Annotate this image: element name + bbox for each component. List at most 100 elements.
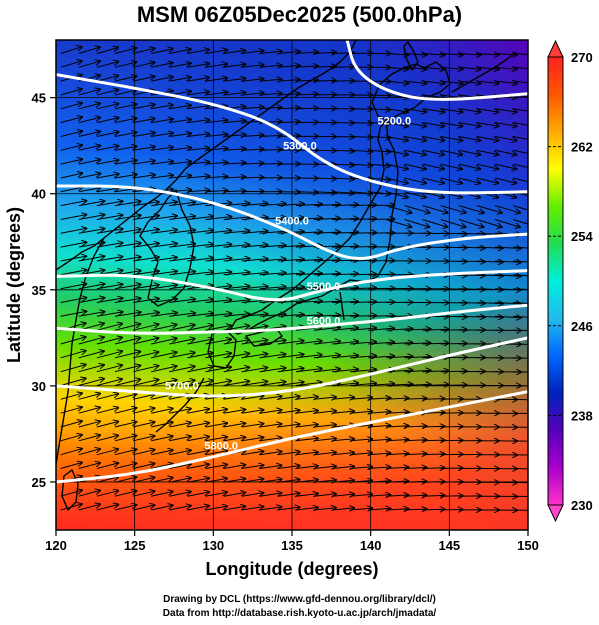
wind-arrow (133, 133, 155, 137)
wind-arrow (223, 286, 250, 289)
wind-arrow (332, 260, 358, 261)
wind-arrow (96, 146, 119, 151)
wind-arrow (96, 312, 123, 317)
wind-arrow (277, 424, 300, 427)
wind-arrow (404, 54, 427, 56)
wind-arrow (151, 505, 173, 511)
wind-arrow (422, 426, 445, 427)
wind-arrow (476, 122, 499, 127)
y-tick-label: 30 (32, 379, 46, 394)
wind-arrow (151, 285, 177, 290)
wind-arrow (295, 218, 322, 220)
wind-arrow (205, 64, 228, 68)
wind-arrow (205, 258, 232, 261)
wind-arrow (494, 163, 516, 169)
wind-arrow (259, 245, 286, 247)
wind-arrow (422, 219, 448, 228)
wind-arrow (277, 480, 300, 483)
wind-arrow (368, 219, 394, 220)
wind-arrow (96, 201, 123, 207)
wind-arrow (404, 398, 427, 399)
wind-arrow (223, 479, 246, 483)
wind-arrow (96, 257, 123, 262)
height-contour (56, 184, 528, 261)
x-tick-label: 120 (45, 538, 67, 553)
wind-arrow (96, 351, 122, 359)
wind-arrow (205, 326, 232, 331)
wind-arrow (332, 219, 358, 220)
wind-arrow (422, 54, 445, 56)
wind-arrow (350, 260, 376, 261)
wind-arrow (223, 326, 250, 331)
wind-arrow (132, 450, 154, 456)
wind-arrow (223, 203, 250, 206)
wind-arrow (259, 410, 282, 414)
wind-arrow (476, 289, 503, 290)
wind-arrow (169, 216, 195, 220)
plot-area: 5200.0 5300.0 5400.0 5500.0 5600.0 5700.0 5800… (56, 40, 528, 530)
wind-arrow (458, 275, 485, 276)
wind-arrow (114, 257, 141, 262)
japan-shikoku-coastline (245, 327, 283, 347)
x-tick-label: 135 (281, 538, 303, 553)
wind-arrow (295, 315, 322, 317)
wind-arrow (187, 272, 213, 276)
wind-arrow (295, 438, 318, 441)
wind-arrow (223, 410, 246, 414)
wind-arrow (313, 494, 336, 496)
wind-arrow (223, 367, 250, 373)
wind-arrow (476, 303, 503, 304)
wind-arrow (512, 177, 528, 183)
wind-arrow (295, 341, 322, 345)
wind-arrow (332, 369, 358, 372)
wind-arrow (513, 260, 528, 263)
wind-arrow (494, 177, 516, 183)
wind-arrow (60, 131, 82, 137)
wind-arrow (295, 480, 318, 483)
x-tick-label: 125 (124, 538, 146, 553)
wind-arrow (386, 67, 408, 69)
wind-arrow (350, 342, 376, 344)
wind-arrow (169, 258, 195, 262)
wind-arrow (151, 147, 173, 151)
wind-arrow (187, 176, 209, 178)
wind-arrow (187, 325, 213, 331)
wind-arrow (187, 50, 209, 54)
wind-arrow (205, 162, 228, 164)
wind-arrow (332, 411, 354, 413)
wind-arrow (277, 245, 304, 247)
wind-arrow (332, 315, 358, 316)
wind-arrow (151, 105, 173, 110)
wind-arrow (440, 177, 462, 183)
wind-arrow (241, 465, 264, 469)
wind-arrow (96, 491, 118, 497)
wind-arrow (404, 122, 427, 127)
wind-arrow (187, 367, 213, 373)
wind-arrow (60, 242, 87, 248)
wind-arrow (169, 63, 191, 68)
wind-arrow (96, 90, 118, 96)
wind-arrow (169, 423, 191, 428)
wind-arrow (350, 274, 376, 275)
wind-arrow (78, 243, 105, 248)
height-contour (56, 73, 528, 195)
wind-arrow (187, 190, 209, 192)
drawing-credit: Drawing by DCL (https://www.gfd-dennou.o… (163, 594, 436, 605)
wind-arrow (494, 247, 521, 248)
wind-arrow (78, 394, 100, 400)
x-tick-label: 150 (517, 538, 539, 553)
wind-arrow (114, 436, 136, 442)
wind-arrow (494, 261, 521, 262)
wind-arrow (78, 61, 100, 68)
wind-arrow (78, 256, 105, 262)
wind-arrow (241, 326, 268, 331)
wind-arrow (259, 273, 286, 275)
wind-arrow (169, 506, 191, 511)
wind-arrow (476, 233, 503, 234)
wind-arrow (404, 108, 427, 112)
wind-arrow (133, 161, 155, 165)
wind-arrow (169, 190, 191, 192)
wind-arrow (295, 232, 322, 234)
wind-arrow (241, 259, 268, 261)
asian-mainland-coastline (56, 40, 357, 271)
